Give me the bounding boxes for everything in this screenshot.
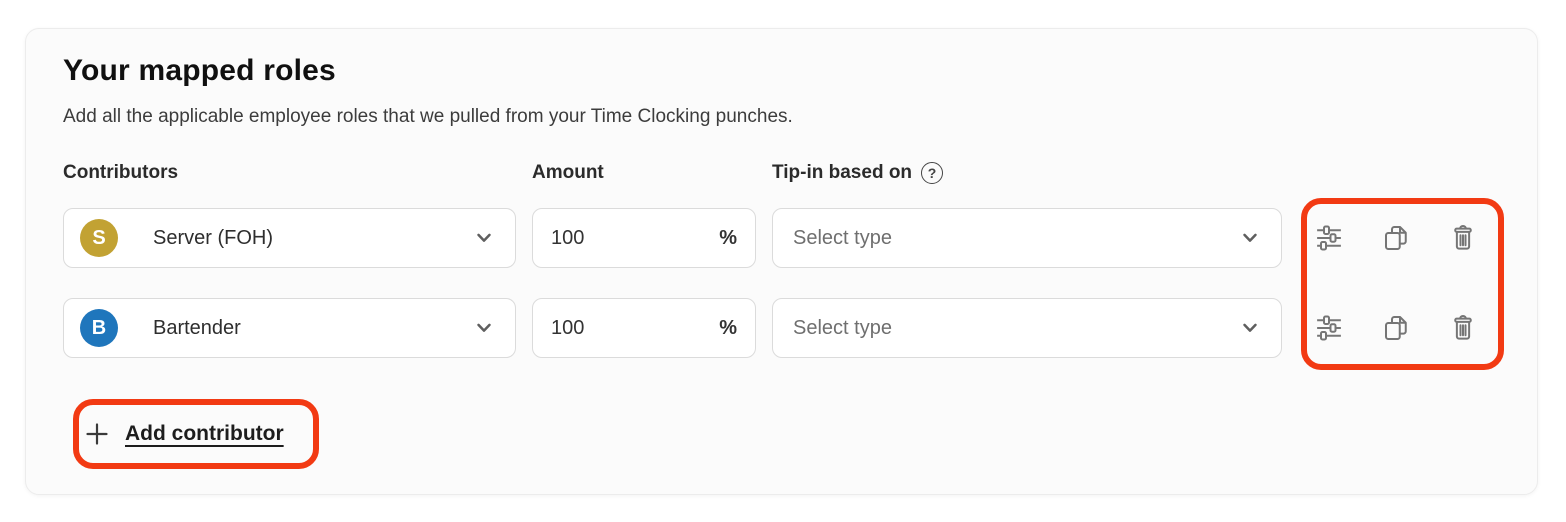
- plus-icon: [83, 420, 111, 448]
- sliders-icon: [1317, 225, 1341, 251]
- add-contributor-label: Add contributor: [125, 422, 284, 445]
- header-tip-in: Tip-in based on ?: [772, 162, 1282, 184]
- chevron-down-icon: [1239, 317, 1261, 339]
- header-contributors: Contributors: [63, 162, 179, 183]
- trash-icon: [1454, 225, 1472, 250]
- adjust-settings-button[interactable]: [1314, 223, 1344, 253]
- adjust-settings-button[interactable]: [1314, 313, 1344, 343]
- header-amount: Amount: [532, 162, 604, 183]
- delete-button[interactable]: [1448, 313, 1478, 343]
- contributor-role-label: Bartender: [153, 316, 241, 339]
- table-row: S Server (FOH) % Select type: [63, 208, 1500, 268]
- row-actions: [1298, 313, 1500, 343]
- avatar: B: [80, 309, 118, 347]
- chevron-down-icon: [473, 317, 495, 339]
- tip-in-type-select[interactable]: Select type: [772, 298, 1282, 358]
- delete-button[interactable]: [1448, 223, 1478, 253]
- contributor-select[interactable]: B Bartender: [63, 298, 516, 358]
- select-type-placeholder: Select type: [793, 226, 892, 249]
- add-contributor-button[interactable]: Add contributor: [63, 399, 308, 469]
- mapped-roles-card: Your mapped roles Add all the applicable…: [25, 28, 1538, 495]
- contributor-role-label: Server (FOH): [153, 226, 273, 249]
- column-headers: Contributors Amount Tip-in based on ?: [63, 161, 1500, 185]
- copy-icon: [1385, 226, 1407, 251]
- amount-field: %: [532, 208, 756, 268]
- contributor-rows: S Server (FOH) % Select type: [63, 208, 1500, 358]
- sliders-icon: [1317, 315, 1341, 341]
- table-row: B Bartender % Select type: [63, 298, 1500, 358]
- tip-in-type-select[interactable]: Select type: [772, 208, 1282, 268]
- percent-suffix: %: [719, 226, 737, 249]
- amount-input[interactable]: [551, 316, 720, 340]
- add-contributor-row: Add contributor: [63, 399, 1500, 469]
- help-icon[interactable]: ?: [921, 162, 944, 184]
- amount-input[interactable]: [551, 226, 720, 250]
- page-subtitle: Add all the applicable employee roles th…: [63, 106, 793, 127]
- chevron-down-icon: [1239, 227, 1261, 249]
- row-actions: [1298, 223, 1500, 253]
- avatar: S: [80, 219, 118, 257]
- copy-icon: [1385, 316, 1407, 341]
- page-title: Your mapped roles: [63, 54, 336, 87]
- amount-field: %: [532, 298, 756, 358]
- header-tip-in-label: Tip-in based on: [772, 162, 913, 183]
- contributor-select[interactable]: S Server (FOH): [63, 208, 516, 268]
- percent-suffix: %: [719, 316, 737, 339]
- select-type-placeholder: Select type: [793, 316, 892, 339]
- trash-icon: [1454, 315, 1472, 340]
- chevron-down-icon: [473, 227, 495, 249]
- duplicate-button[interactable]: [1381, 223, 1411, 253]
- duplicate-button[interactable]: [1381, 313, 1411, 343]
